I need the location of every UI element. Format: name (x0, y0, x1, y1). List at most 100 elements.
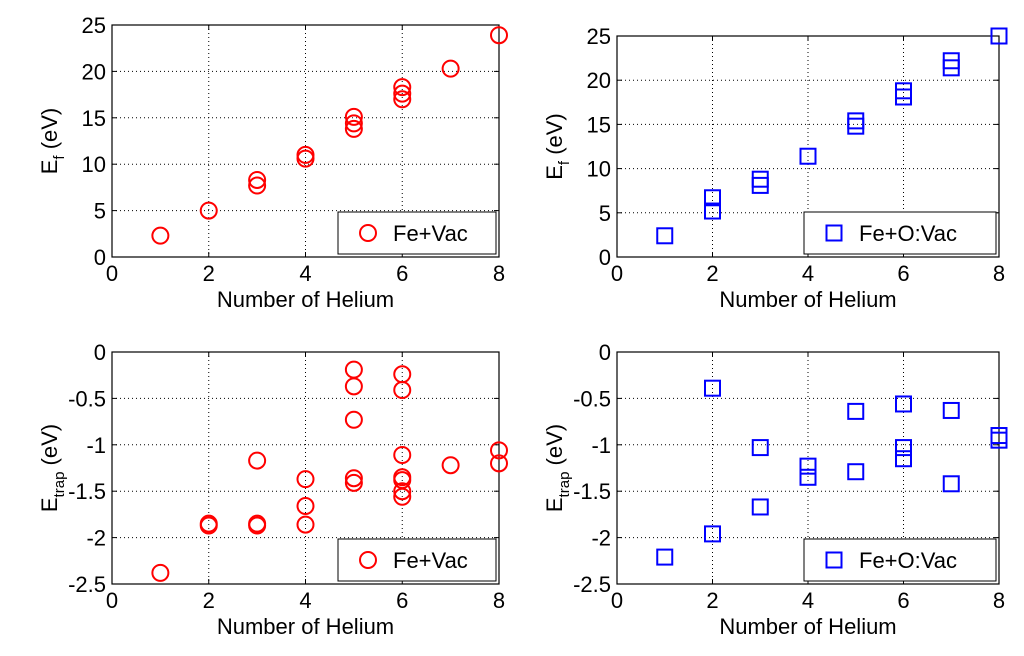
y-tick-label: 0 (94, 340, 106, 365)
y-tick-label: -1.5 (68, 479, 106, 504)
legend-box (337, 211, 497, 255)
y-tick-label: 0 (599, 340, 611, 365)
data-point (296, 515, 315, 534)
data-point (847, 402, 865, 420)
data-point (847, 112, 865, 130)
data-point (942, 401, 960, 419)
data-point (151, 563, 170, 582)
x-tick-label: 4 (802, 261, 814, 286)
y-axis-label-main: E (37, 497, 62, 512)
data-point (895, 82, 912, 100)
legend-marker (359, 224, 377, 242)
y-tick-label: -2.5 (68, 572, 106, 597)
data-point (490, 454, 508, 473)
x-axis-label: Number of Helium (719, 614, 896, 639)
x-tick-label: 6 (396, 261, 408, 286)
data-point (799, 147, 817, 165)
data-point (895, 439, 912, 457)
data-point (393, 84, 412, 103)
data-point (441, 59, 460, 78)
x-tick-label: 2 (203, 588, 215, 613)
legend-marker (825, 551, 843, 569)
data-point (656, 548, 674, 566)
data-point (704, 202, 721, 220)
data-point (942, 475, 960, 493)
y-tick-label: -0.5 (573, 386, 611, 411)
data-point (248, 176, 267, 195)
y-tick-label: -1 (86, 433, 106, 458)
data-point (751, 498, 769, 516)
y-axis-label-unit: (eV) (542, 113, 567, 161)
x-tick-label: 4 (299, 261, 311, 286)
y-axis-label-main: E (542, 497, 567, 512)
y-tick-label: -2 (86, 526, 106, 551)
legend: Fe+O:Vac (803, 538, 997, 582)
data-point (296, 497, 315, 516)
legend-box (803, 538, 997, 582)
data-point (248, 516, 267, 535)
data-point (704, 189, 721, 207)
data-point (490, 441, 508, 460)
chart-panel-1: 0 2 4 6 8 0 5 10 15 20 25 Number of Helium Ef (eV) Fe… (37, 13, 508, 312)
y-tick-label: 15 (587, 112, 611, 137)
y-axis-label-sub: trap (556, 472, 573, 498)
y-axis-label-sub: f (51, 155, 68, 160)
x-tick-label: 8 (993, 588, 1005, 613)
data-point (704, 525, 721, 543)
data-point (990, 431, 1008, 449)
legend-marker (825, 224, 843, 242)
x-tick-label: 2 (706, 588, 718, 613)
y-tick-label: 0 (599, 245, 611, 270)
data-point (704, 379, 721, 397)
y-tick-label: 10 (587, 157, 611, 182)
data-point (393, 78, 412, 97)
data-point (990, 27, 1008, 45)
data-point (344, 473, 363, 492)
legend: Fe+Vac (337, 538, 497, 582)
y-tick-label: 20 (82, 59, 106, 84)
y-axis-label-unit: (eV) (542, 424, 567, 472)
data-point (751, 170, 769, 188)
y-tick-label: 0 (94, 245, 106, 270)
data-point (344, 377, 363, 396)
y-axis-label-unit: (eV) (37, 424, 62, 472)
data-point (751, 439, 769, 457)
x-axis-label: Number of Helium (719, 287, 896, 312)
data-point (895, 395, 912, 413)
x-axis-label: Number of Helium (217, 287, 394, 312)
chart-panel-3: 0 2 4 6 8 -2.5 -2 -1.5 -1 -0.5 0 Number of Helium Et… (37, 340, 508, 639)
y-tick-label: -1.5 (573, 479, 611, 504)
y-axis-label: Ef (eV) (542, 113, 573, 180)
legend-label: Fe+O:Vac (859, 548, 957, 573)
y-tick-label: 25 (587, 24, 611, 49)
y-tick-label: -2.5 (573, 572, 611, 597)
x-tick-label: 0 (106, 588, 118, 613)
legend: Fe+O:Vac (803, 211, 997, 255)
data-point (199, 201, 218, 220)
x-tick-label: 8 (993, 261, 1005, 286)
legend-marker (359, 551, 377, 569)
x-tick-label: 8 (493, 261, 505, 286)
data-point (344, 410, 363, 429)
data-point (942, 52, 960, 70)
x-tick-label: 4 (802, 588, 814, 613)
x-tick-label: 6 (897, 261, 909, 286)
y-axis-label-main: E (542, 165, 567, 180)
y-tick-label: 5 (94, 199, 106, 224)
y-axis-label-sub: trap (51, 472, 68, 498)
y-axis-label: Etrap (eV) (542, 424, 573, 512)
legend-label: Fe+Vac (393, 221, 468, 246)
y-tick-label: 10 (82, 152, 106, 177)
data-point (344, 469, 363, 488)
data-point (656, 227, 674, 245)
data-point (490, 26, 508, 45)
legend-label: Fe+O:Vac (859, 221, 957, 246)
data-point (393, 482, 412, 501)
legend: Fe+Vac (337, 211, 497, 255)
data-point (344, 107, 363, 126)
y-tick-label: 15 (82, 106, 106, 131)
data-point (248, 170, 267, 189)
legend-label: Fe+Vac (393, 548, 468, 573)
data-point (393, 446, 412, 465)
